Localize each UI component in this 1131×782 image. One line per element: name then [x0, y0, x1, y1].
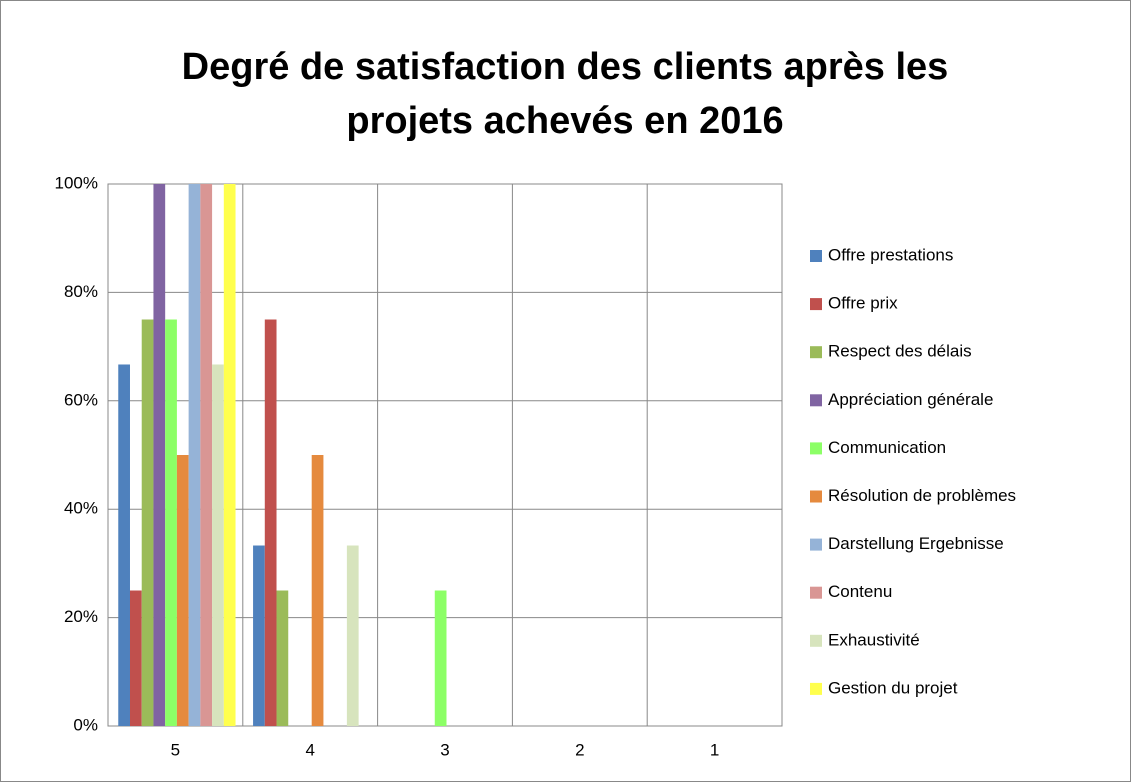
bar — [264, 319, 277, 726]
legend-label: Offre prix — [828, 294, 898, 313]
y-tick-label: 40% — [64, 499, 98, 518]
bar — [165, 319, 177, 726]
legend-swatch — [810, 394, 822, 407]
bar — [153, 184, 166, 726]
bar — [434, 590, 447, 726]
x-tick-label: 4 — [305, 740, 314, 759]
legend-swatch — [810, 250, 822, 262]
bar — [253, 545, 265, 726]
x-tick-label: 2 — [575, 740, 584, 759]
y-tick-label: 100% — [55, 173, 98, 192]
bar — [276, 590, 289, 726]
chart-title: Degré de satisfaction des clients après … — [181, 46, 949, 142]
bar — [129, 590, 142, 726]
bar — [212, 364, 224, 726]
legend-label: Gestion du projet — [828, 678, 958, 697]
bar — [188, 184, 201, 726]
bar — [176, 455, 189, 726]
y-tick-label: 60% — [64, 390, 98, 409]
legend-label: Darstellung Ergebnisse — [828, 534, 1004, 553]
x-tick-label: 1 — [710, 740, 719, 759]
legend-swatch — [810, 586, 822, 599]
legend-label: Résolution de problèmes — [828, 486, 1016, 505]
y-tick-label: 0% — [73, 715, 98, 734]
y-tick-label: 20% — [64, 607, 98, 626]
bar — [200, 184, 213, 726]
legend-label: Respect des délais — [828, 342, 972, 361]
legend-swatch — [810, 442, 822, 455]
y-tick-label: 80% — [64, 282, 98, 301]
legend-swatch — [810, 346, 822, 359]
legend-label: Offre prestations — [828, 245, 953, 264]
legend-swatch — [810, 634, 822, 647]
legend-label: Appréciation générale — [828, 390, 993, 409]
bar — [223, 184, 236, 726]
bar — [311, 455, 324, 726]
x-tick-label: 3 — [440, 740, 449, 759]
legend-label: Exhaustivité — [828, 630, 920, 649]
legend-swatch — [810, 538, 822, 551]
legend-swatch — [810, 490, 822, 503]
legend-label: Contenu — [828, 582, 892, 601]
bar — [118, 364, 130, 726]
legend-swatch — [810, 682, 822, 695]
bar — [346, 545, 359, 726]
x-tick-label: 5 — [171, 740, 180, 759]
legend-label: Communication — [828, 438, 946, 457]
legend-swatch — [810, 298, 822, 311]
bar — [141, 319, 154, 726]
